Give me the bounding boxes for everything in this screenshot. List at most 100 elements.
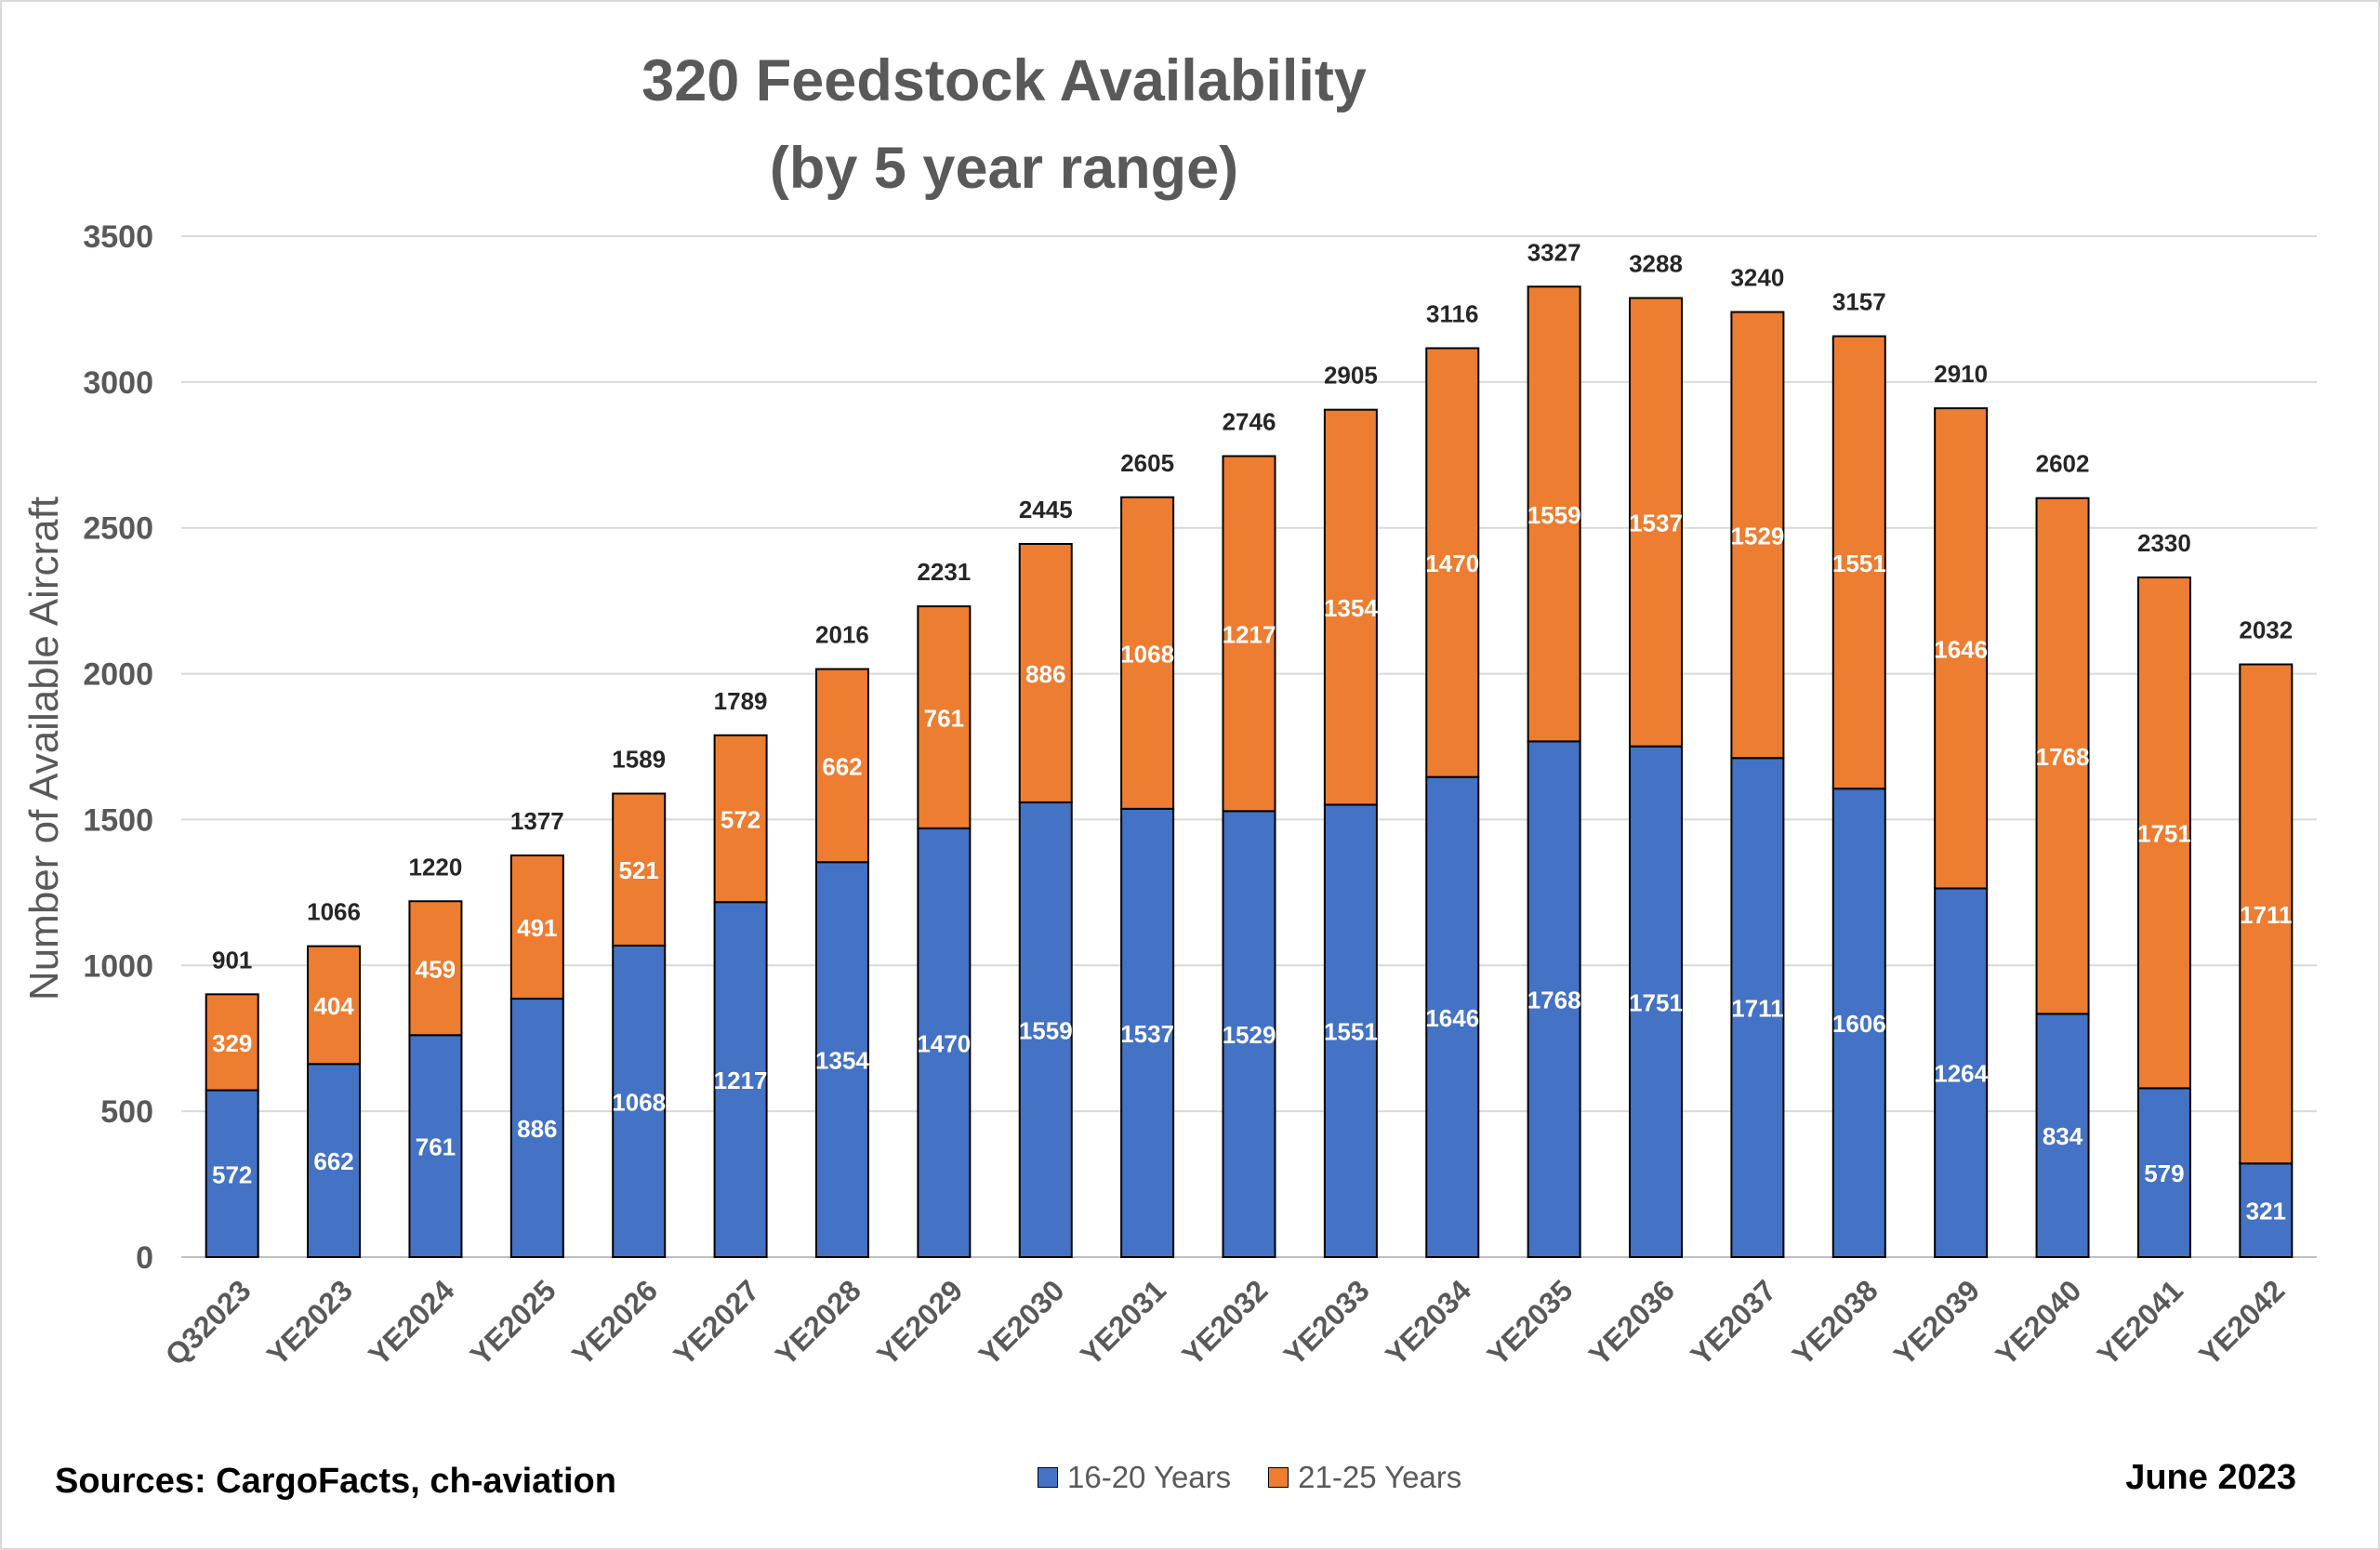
bar-21-25-years <box>1730 311 1785 760</box>
data-label-total: 2910 <box>1934 360 1988 388</box>
y-tick-label: 3000 <box>83 365 153 401</box>
data-label-21-25: 572 <box>721 805 760 833</box>
data-label-total: 1220 <box>409 853 463 881</box>
x-tick-label: YE2032 <box>1175 1273 1274 1371</box>
bar-16-20-years <box>1831 788 1886 1258</box>
data-label-16-20: 1768 <box>1527 987 1581 1014</box>
data-label-total: 3240 <box>1730 264 1784 292</box>
data-label-21-25: 404 <box>313 992 354 1020</box>
data-label-16-20: 1559 <box>1019 1016 1073 1044</box>
legend: 16-20 Years 21-25 Years <box>1038 1460 1486 1495</box>
data-label-16-20: 1551 <box>1324 1018 1378 1046</box>
x-tick-label: YE2026 <box>565 1273 664 1371</box>
data-label-16-20: 1354 <box>815 1047 869 1075</box>
data-label-21-25: 1559 <box>1527 501 1581 529</box>
data-label-total: 2602 <box>2036 450 2090 478</box>
data-label-16-20: 1711 <box>1731 995 1783 1023</box>
bar-21-25-years <box>2035 497 2090 1015</box>
y-tick-label: 1000 <box>83 948 153 984</box>
data-label-total: 1066 <box>307 898 361 926</box>
data-label-16-20: 1264 <box>1934 1060 1988 1088</box>
bar-21-25-years <box>408 900 463 1037</box>
x-tick-label: YE2036 <box>1582 1273 1681 1371</box>
y-axis-ticks: 0 500 1000 1500 2000 2500 3000 3500 <box>83 219 153 1276</box>
data-labels: 572 329 901 662 404 1066 761 459 1220 886 491 1377 1… <box>212 238 2293 1225</box>
data-label-total: 1789 <box>714 687 768 715</box>
bar-16-20-years <box>1323 803 1378 1258</box>
x-tick-label: YE2034 <box>1379 1273 1477 1371</box>
date-note: June 2023 <box>2125 1458 2296 1497</box>
chart-title: 320 Feedstock Availability (by 5 year ra… <box>446 37 1562 212</box>
bar-21-25-years <box>2239 663 2294 1165</box>
data-label-total: 1377 <box>510 807 564 835</box>
data-label-21-25: 1068 <box>1120 640 1174 668</box>
bar-21-25-years <box>1527 285 1581 743</box>
data-label-total: 3327 <box>1527 238 1581 266</box>
x-tick-label: YE2024 <box>362 1273 460 1371</box>
data-label-21-25: 1711 <box>2240 901 2292 929</box>
bar-16-20-years <box>612 944 667 1258</box>
bar-21-25-years <box>1629 297 1684 748</box>
y-tick-label: 2500 <box>83 511 153 547</box>
bar-16-20-years <box>2136 1087 2191 1258</box>
data-label-16-20: 572 <box>212 1160 252 1188</box>
data-label-16-20: 1646 <box>1425 1004 1479 1032</box>
data-label-total: 3157 <box>1832 288 1886 316</box>
data-label-16-20: 579 <box>2144 1159 2184 1187</box>
bar-21-25-years <box>814 668 869 864</box>
x-tick-label: YE2031 <box>1074 1273 1172 1371</box>
data-label-16-20: 1537 <box>1120 1020 1174 1048</box>
legend-label-21-25: 21-25 Years <box>1298 1460 1462 1494</box>
bar-21-25-years <box>1120 496 1175 810</box>
data-label-total: 2905 <box>1324 362 1378 390</box>
data-label-16-20: 761 <box>416 1133 456 1161</box>
data-label-total: 2746 <box>1223 408 1276 436</box>
x-tick-label: YE2027 <box>668 1273 766 1371</box>
y-tick-label: 1500 <box>83 802 153 838</box>
chart-title-line2: (by 5 year range) <box>769 136 1239 201</box>
data-label-total: 901 <box>212 946 252 974</box>
bar-21-25-years <box>2136 576 2191 1090</box>
bar-21-25-years <box>917 605 972 829</box>
data-label-total: 2032 <box>2239 616 2293 644</box>
data-label-21-25: 886 <box>1025 660 1065 688</box>
y-tick-label: 3500 <box>83 219 153 255</box>
bar-16-20-years <box>1222 810 1276 1258</box>
bars <box>205 285 2294 1259</box>
data-label-21-25: 761 <box>924 704 964 732</box>
bar-16-20-years <box>205 1089 259 1258</box>
x-tick-label: YE2025 <box>464 1273 562 1371</box>
legend-item-16-20: 16-20 Years <box>1038 1460 1231 1495</box>
data-label-total: 2231 <box>917 558 971 586</box>
bar-21-25-years <box>713 734 768 904</box>
x-tick-label: YE2041 <box>2091 1273 2189 1371</box>
bar-21-25-years <box>1425 347 1480 778</box>
data-label-16-20: 662 <box>313 1147 353 1175</box>
data-label-21-25: 1354 <box>1324 594 1378 622</box>
x-tick-label: YE2028 <box>769 1273 867 1371</box>
bar-21-25-years <box>1222 455 1276 813</box>
x-tick-label: YE2033 <box>1277 1273 1376 1371</box>
bar-21-25-years <box>1831 335 1886 790</box>
data-label-total: 2016 <box>815 621 869 649</box>
x-axis-ticks: Q32023 YE2023 YE2024 YE2025 YE2026 YE2027 YE20… <box>159 1273 2292 1371</box>
bar-21-25-years <box>205 993 259 1092</box>
bar-16-20-years <box>2035 1013 2090 1259</box>
bar-21-25-years <box>1323 408 1378 806</box>
data-label-21-25: 491 <box>517 914 557 942</box>
data-label-21-25: 662 <box>822 752 862 780</box>
data-label-21-25: 329 <box>212 1029 252 1057</box>
legend-item-21-25: 21-25 Years <box>1268 1460 1461 1495</box>
x-tick-label: YE2023 <box>260 1273 359 1371</box>
x-tick-label: YE2040 <box>1990 1273 2088 1371</box>
bar-21-25-years <box>307 945 362 1066</box>
x-tick-label: YE2039 <box>1887 1273 1986 1371</box>
data-label-16-20: 1529 <box>1223 1021 1276 1049</box>
data-label-16-20: 834 <box>2043 1122 2083 1150</box>
data-label-21-25: 1529 <box>1730 522 1784 550</box>
chart-title-line1: 320 Feedstock Availability <box>641 48 1367 113</box>
legend-swatch-16-20 <box>1038 1467 1058 1488</box>
bar-16-20-years <box>1934 887 1989 1258</box>
bar-16-20-years <box>713 901 768 1258</box>
